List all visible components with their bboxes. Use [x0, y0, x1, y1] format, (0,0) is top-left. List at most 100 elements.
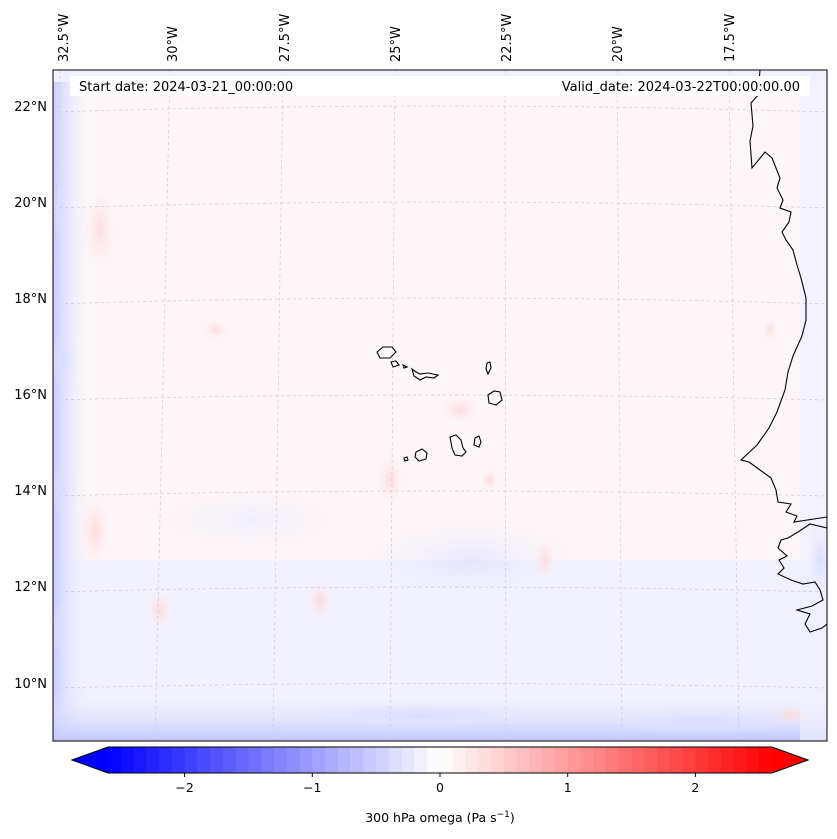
island-fogo	[414, 448, 428, 462]
colorbar-cell	[286, 747, 301, 773]
colorbar-cell	[682, 747, 696, 773]
colorbar-cell	[325, 747, 339, 773]
colorbar-cell	[695, 747, 709, 773]
colorbar-cell	[733, 747, 748, 773]
colorbar-cell	[542, 747, 556, 773]
colorbar-cell	[503, 747, 518, 773]
colorbar-cell	[299, 747, 313, 773]
colorbar-cell	[580, 747, 594, 773]
colorbar-cell	[120, 747, 135, 773]
lat-label: 12°N	[14, 580, 47, 595]
lat-label: 16°N	[14, 388, 47, 403]
colorbar-cell	[644, 747, 658, 773]
colorbar-cell	[184, 747, 198, 773]
lon-label: 17.5°W	[723, 14, 738, 62]
colorbar-tick-label: 2	[691, 780, 699, 795]
colorbar-cells	[72, 747, 808, 773]
colorbar-cell	[261, 747, 275, 773]
colorbar-tick-label: −2	[175, 780, 193, 795]
colorbar-cell	[554, 747, 569, 773]
island-santa-luzia	[402, 363, 409, 369]
longitude-labels: 32.5°W 30°W 27.5°W 25°W 22.5°W 20°W 17.5…	[57, 14, 738, 62]
lon-label: 32.5°W	[57, 14, 72, 62]
colorbar-cell	[146, 747, 160, 773]
lon-label: 25°W	[389, 26, 404, 62]
colorbar-tick-label: −1	[303, 780, 321, 795]
graticule	[53, 70, 827, 741]
africa-coastline-south	[777, 523, 827, 633]
colorbar-cell	[222, 747, 237, 773]
start-date: Start date: 2024-03-21_00:00:00	[79, 80, 293, 95]
date-info-box	[70, 76, 810, 96]
colorbar-cell	[529, 747, 543, 773]
colorbar-cell	[491, 747, 505, 773]
colorbar-cell	[567, 747, 582, 773]
colorbar-cell	[618, 747, 633, 773]
colorbar-cell	[210, 747, 224, 773]
colorbar-cell	[274, 747, 288, 773]
cape-verde-islands	[376, 346, 503, 462]
colorbar-tick-label: 1	[564, 780, 572, 795]
map-frame	[52, 69, 828, 742]
lat-label: 18°N	[14, 292, 47, 307]
colorbar-tick-label: 0	[436, 780, 444, 795]
colorbar-cell	[478, 747, 492, 773]
colorbar-cell	[414, 747, 428, 773]
colorbar-label: 300 hPa omega (Pa s−1)	[365, 810, 515, 825]
island-sao-vicente	[390, 360, 400, 368]
colorbar-cell	[108, 747, 122, 773]
lat-label: 22°N	[14, 100, 47, 115]
colorbar-cell	[388, 747, 403, 773]
omega-field	[53, 70, 827, 741]
colorbar-cell	[657, 747, 671, 773]
colorbar-cell	[708, 747, 722, 773]
island-santiago	[449, 434, 467, 457]
lat-label: 14°N	[14, 484, 47, 499]
colorbar-cell	[235, 747, 250, 773]
colorbar-cell	[465, 747, 479, 773]
colorbar-cell	[363, 747, 377, 773]
colorbar-cell	[159, 747, 173, 773]
colorbar-cell	[759, 747, 773, 773]
lon-label: 22.5°W	[500, 14, 515, 62]
lat-label: 10°N	[14, 677, 47, 692]
africa-coastline	[739, 70, 827, 523]
colorbar-cell	[593, 747, 607, 773]
colorbar-cell	[746, 747, 760, 773]
colorbar-cell	[516, 747, 530, 773]
colorbar-cell	[248, 747, 262, 773]
colorbar-cell	[337, 747, 352, 773]
island-maio	[473, 435, 482, 448]
island-boa-vista	[487, 390, 503, 406]
colorbar-cell	[631, 747, 645, 773]
colorbar-cell	[427, 747, 441, 773]
colorbar-outline	[70, 746, 810, 774]
lon-label: 30°W	[166, 26, 181, 62]
colorbar-ticks: −2 −1 0 1 2	[175, 773, 699, 795]
colorbar-cell	[171, 747, 186, 773]
island-brava	[403, 456, 409, 462]
valid-date: Valid_date: 2024-03-22T00:00:00.00	[562, 80, 800, 95]
colorbar-cell	[197, 747, 211, 773]
colorbar-cell	[720, 747, 735, 773]
island-sao-nicolau	[411, 367, 440, 381]
lat-label: 20°N	[14, 196, 47, 211]
island-sal	[485, 361, 492, 376]
colorbar-cell	[376, 747, 390, 773]
colorbar-cell	[440, 747, 454, 773]
colorbar-cell	[669, 747, 684, 773]
colorbar-cell	[350, 747, 364, 773]
colorbar-cell	[452, 747, 467, 773]
island-santo-antao	[376, 346, 397, 359]
colorbar-cell	[606, 747, 620, 773]
colorbar: −2 −1 0 1 2 300 hPa omega (Pa s−1)	[70, 746, 810, 825]
colorbar-cell	[401, 747, 416, 773]
coastline	[739, 70, 827, 633]
lon-label: 27.5°W	[278, 14, 293, 62]
colorbar-cell	[133, 747, 147, 773]
colorbar-extend-high	[772, 747, 808, 773]
colorbar-extend-low	[72, 747, 108, 773]
colorbar-cell	[312, 747, 326, 773]
lon-label: 20°W	[611, 26, 626, 62]
